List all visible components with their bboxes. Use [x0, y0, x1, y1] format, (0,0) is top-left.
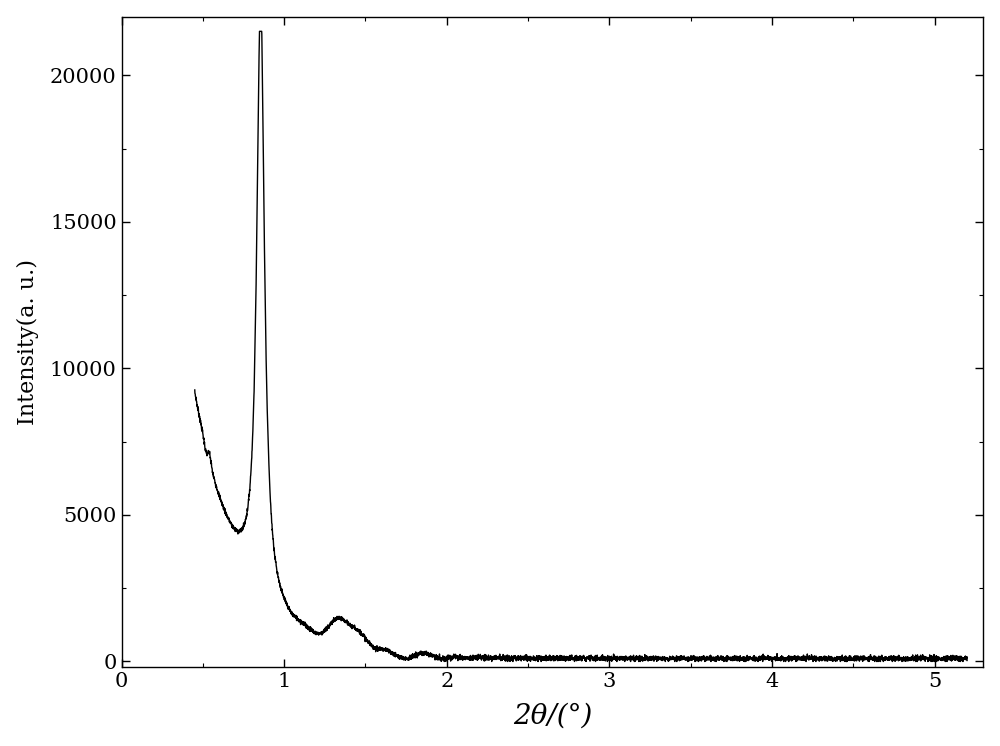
X-axis label: 2θ/(°): 2θ/(°)	[513, 702, 592, 730]
Y-axis label: Intensity(a. u.): Intensity(a. u.)	[17, 259, 39, 425]
